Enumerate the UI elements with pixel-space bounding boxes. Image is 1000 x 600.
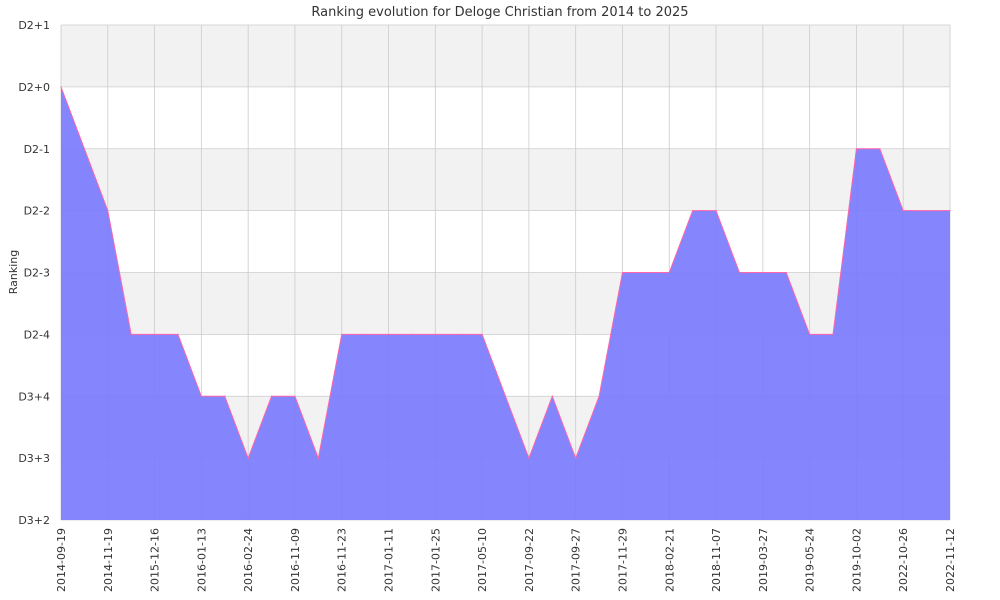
x-tick-label: 2017-11-29 bbox=[616, 528, 629, 592]
data-point bbox=[153, 333, 156, 335]
data-point bbox=[387, 333, 390, 335]
data-point bbox=[528, 457, 530, 459]
data-point bbox=[762, 271, 764, 274]
y-axis-label: Ranking bbox=[7, 250, 20, 295]
data-point bbox=[598, 395, 600, 397]
x-tick-label: 2017-05-10 bbox=[476, 528, 489, 592]
data-point bbox=[270, 395, 273, 397]
y-tick-label: D2-2 bbox=[24, 205, 50, 218]
x-tick-label: 2015-12-16 bbox=[149, 528, 162, 592]
y-tick-label: D2-1 bbox=[24, 143, 50, 156]
data-point bbox=[364, 333, 366, 335]
data-point bbox=[926, 210, 928, 212]
data-point bbox=[949, 210, 951, 212]
grid-band bbox=[61, 148, 950, 211]
data-point bbox=[738, 271, 741, 274]
data-point bbox=[668, 271, 670, 274]
x-tick-label: 2017-09-22 bbox=[523, 528, 536, 592]
x-axis-ticks: 2014-09-19 2014-11-19 2015-12-16 2016-01-13… bbox=[55, 528, 957, 592]
grid-band bbox=[61, 25, 950, 87]
data-point bbox=[200, 395, 202, 397]
x-tick-label: 2016-11-23 bbox=[336, 528, 349, 592]
y-tick-label: D2+1 bbox=[18, 19, 50, 32]
x-tick-label: 2016-02-24 bbox=[242, 528, 255, 592]
x-tick-label: 2017-09-27 bbox=[570, 528, 583, 592]
data-point bbox=[294, 395, 296, 397]
y-tick-label: D2+0 bbox=[18, 81, 50, 94]
x-tick-label: 2019-05-24 bbox=[804, 528, 817, 592]
x-tick-label: 2017-01-25 bbox=[429, 528, 442, 592]
data-point bbox=[317, 457, 319, 459]
data-point bbox=[832, 333, 834, 335]
data-point bbox=[481, 333, 483, 335]
data-point bbox=[621, 271, 624, 274]
y-tick-label: D2-4 bbox=[24, 328, 50, 341]
x-tick-label: 2022-11-12 bbox=[944, 528, 957, 592]
x-tick-label: 2019-10-02 bbox=[850, 528, 863, 592]
y-tick-label: D3+2 bbox=[18, 514, 50, 527]
x-tick-label: 2017-01-11 bbox=[383, 528, 396, 592]
data-point bbox=[247, 457, 249, 459]
data-point bbox=[879, 148, 881, 150]
x-tick-label: 2019-03-27 bbox=[757, 528, 770, 592]
area-line bbox=[60, 86, 950, 460]
data-point bbox=[60, 86, 62, 88]
y-tick-label: D3+4 bbox=[18, 390, 50, 403]
x-tick-label: 2018-02-21 bbox=[663, 528, 676, 592]
y-axis-ticks: D3+2 D3+3 D3+4 D2-4 D2-3 D2-2 D2-1 D2+0 D2+1 bbox=[18, 19, 50, 527]
x-tick-label: 2022-10-26 bbox=[897, 528, 910, 592]
area-series bbox=[60, 86, 951, 520]
x-tick-label: 2016-11-09 bbox=[289, 528, 302, 592]
x-tick-label: 2016-01-13 bbox=[195, 528, 208, 592]
grid-band bbox=[61, 272, 950, 335]
data-point bbox=[715, 210, 717, 212]
chart-title: Ranking evolution for Deloge Christian f… bbox=[311, 5, 688, 20]
area-fill bbox=[61, 86, 950, 520]
data-point bbox=[177, 333, 179, 335]
data-point bbox=[130, 333, 132, 335]
data-point bbox=[434, 333, 436, 335]
data-point bbox=[855, 148, 858, 150]
data-point bbox=[575, 457, 577, 459]
data-point bbox=[341, 333, 343, 335]
data-point bbox=[458, 333, 460, 335]
data-point bbox=[107, 210, 109, 212]
x-tick-label: 2014-11-19 bbox=[102, 528, 115, 592]
data-point bbox=[551, 395, 553, 397]
data-point bbox=[809, 333, 811, 335]
data-point bbox=[224, 395, 226, 397]
data-point bbox=[504, 395, 507, 397]
data-point bbox=[785, 271, 787, 274]
x-tick-label: 2014-09-19 bbox=[55, 528, 68, 592]
data-point bbox=[645, 271, 647, 274]
y-tick-label: D2-3 bbox=[24, 267, 50, 280]
data-point bbox=[411, 333, 413, 335]
data-point bbox=[902, 210, 904, 212]
data-point bbox=[692, 210, 694, 212]
x-tick-label: 2018-11-07 bbox=[710, 528, 723, 592]
y-tick-label: D3+3 bbox=[18, 452, 50, 465]
